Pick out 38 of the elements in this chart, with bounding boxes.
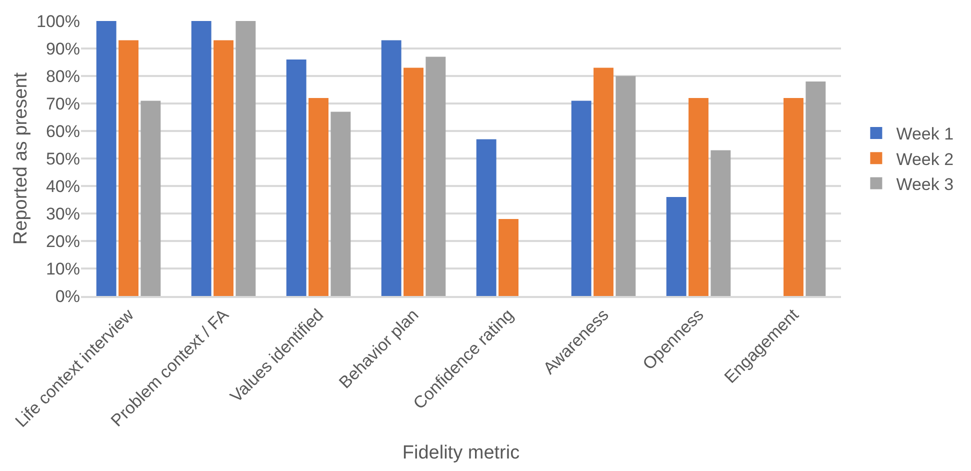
bar: [191, 21, 212, 296]
y-tick-label: 50%: [46, 149, 80, 168]
bar: [286, 60, 306, 296]
bar: [476, 139, 496, 296]
y-tick-label: 10%: [46, 259, 80, 278]
bar: [140, 100, 161, 296]
bar: [426, 56, 446, 296]
y-tick-label: 100%: [36, 12, 80, 31]
bar: [806, 82, 826, 296]
legend-label: Week 3: [896, 174, 954, 194]
y-tick-label: 20%: [46, 232, 80, 251]
y-tick-label: 70%: [46, 94, 80, 114]
bar: [571, 100, 592, 296]
legend-label: Week 2: [896, 150, 954, 169]
bar: [381, 40, 402, 296]
bar: [594, 68, 614, 296]
bar: [118, 40, 138, 296]
bar: [404, 68, 424, 296]
y-tick-label: 30%: [46, 204, 80, 224]
y-axis-title: Reported as present: [10, 72, 32, 245]
bar: [96, 21, 116, 296]
legend-label: Week 1: [896, 124, 954, 144]
y-tick-label: 40%: [46, 176, 80, 196]
bar: [688, 98, 708, 296]
y-tick-label: 90%: [46, 39, 80, 58]
bar: [308, 98, 328, 296]
y-tick-label: 60%: [46, 122, 80, 141]
y-tick-label: 80%: [46, 66, 80, 86]
x-axis-title: Fidelity metric: [402, 442, 520, 464]
bar: [214, 40, 234, 296]
bar: [498, 219, 518, 296]
bar: [784, 98, 804, 296]
bar: [616, 76, 636, 296]
bar: [710, 150, 731, 296]
bar: [236, 21, 256, 296]
bar: [666, 197, 686, 296]
bar: [330, 112, 351, 296]
y-tick-label: 0%: [55, 286, 80, 306]
